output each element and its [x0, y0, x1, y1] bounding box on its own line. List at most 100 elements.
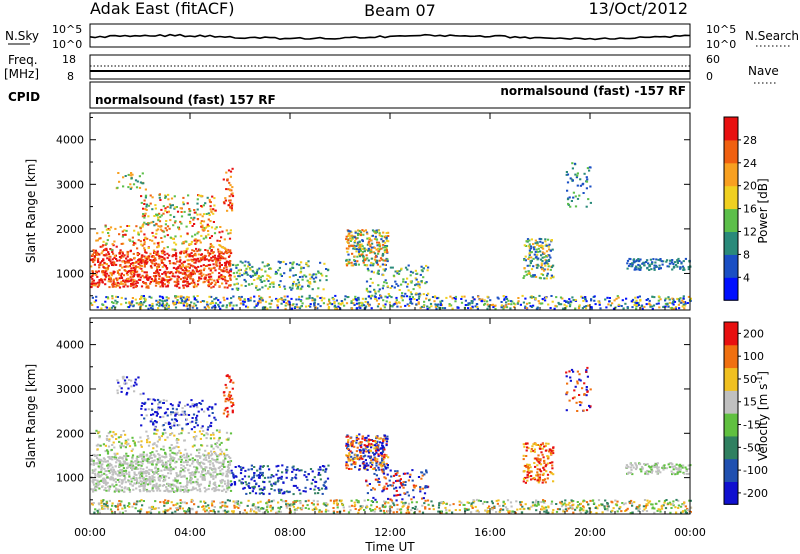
power-cell	[288, 276, 291, 279]
power-cell	[112, 244, 115, 247]
power-cell	[109, 255, 112, 258]
velocity-cell	[371, 464, 374, 467]
power-cell	[428, 306, 431, 309]
power-cell	[645, 259, 649, 262]
velocity-cell	[358, 449, 361, 452]
power-cell	[311, 299, 314, 302]
power-cell	[278, 286, 281, 288]
velocity-cell	[402, 481, 405, 484]
power-cell	[136, 180, 139, 183]
power-colorbar-tick: 16	[743, 203, 757, 216]
power-cell	[239, 302, 242, 305]
power-cell	[135, 186, 139, 189]
velocity-cell	[190, 472, 193, 475]
velocity-cell	[125, 472, 128, 475]
power-cell	[186, 232, 189, 235]
power-cell	[223, 238, 226, 241]
power-cell	[360, 301, 363, 304]
power-cell	[197, 270, 200, 273]
power-cell	[309, 282, 312, 285]
power-cell	[569, 177, 572, 180]
power-cell	[630, 265, 633, 268]
power-cell	[492, 306, 495, 309]
power-cell	[542, 247, 545, 250]
power-cell	[611, 302, 614, 305]
power-cell	[367, 269, 370, 272]
velocity-cell	[209, 467, 212, 470]
power-cell	[176, 278, 179, 281]
power-cell	[302, 266, 305, 269]
power-cell	[544, 261, 547, 264]
velocity-cell	[157, 398, 160, 401]
power-cell	[139, 305, 142, 308]
power-cell	[664, 302, 667, 305]
velocity-cell	[95, 457, 99, 459]
power-cell	[551, 248, 554, 251]
power-cell	[138, 261, 141, 263]
power-cell	[91, 270, 94, 273]
nsearch-tick-top: 10^5	[706, 23, 736, 36]
power-cell	[91, 274, 94, 277]
power-cell	[143, 233, 146, 236]
velocity-cell	[108, 488, 111, 490]
power-cell	[195, 270, 198, 273]
velocity-cell	[259, 465, 262, 468]
velocity-cell	[346, 443, 349, 446]
power-cell	[182, 201, 185, 204]
velocity-cell	[120, 434, 123, 436]
velocity-cell	[273, 489, 276, 492]
velocity-cell	[345, 464, 348, 467]
power-cell	[647, 262, 650, 265]
power-cell	[124, 175, 127, 177]
velocity-cell	[250, 468, 253, 471]
velocity-cell	[144, 401, 147, 404]
velocity-cell	[119, 446, 122, 449]
velocity-cell	[365, 462, 368, 465]
velocity-cell	[175, 445, 178, 448]
power-cell	[143, 243, 146, 246]
power-cell	[366, 232, 369, 235]
velocity-cell	[99, 480, 102, 483]
velocity-cell	[169, 462, 172, 465]
velocity-cell	[165, 463, 168, 466]
velocity-cell	[375, 451, 378, 454]
power-cell	[143, 265, 146, 268]
power-cell	[255, 303, 258, 306]
velocity-cell	[103, 472, 106, 475]
power-cell	[538, 294, 541, 297]
power-cell	[137, 263, 140, 265]
power-cell	[500, 301, 503, 303]
velocity-cell	[227, 485, 230, 488]
power-cell	[190, 252, 193, 255]
power-cell	[667, 265, 671, 268]
power-cell	[143, 214, 146, 217]
power-cell	[421, 270, 424, 273]
velocity-cell	[224, 475, 228, 478]
power-cell	[377, 241, 381, 244]
power-cell	[182, 302, 185, 305]
velocity-cell	[177, 458, 180, 461]
power-cell	[231, 186, 234, 189]
velocity-cell	[200, 408, 203, 411]
power-cell	[320, 296, 323, 299]
power-cell	[390, 304, 393, 307]
power-cell	[145, 275, 148, 278]
velocity-cell	[123, 461, 127, 463]
power-cell	[146, 260, 149, 263]
power-cell	[651, 307, 654, 310]
velocity-cell	[202, 475, 205, 478]
power-cell	[119, 250, 122, 253]
power-cell	[287, 303, 290, 306]
velocity-cell	[229, 457, 232, 460]
velocity-cell	[95, 444, 98, 447]
power-cell	[275, 272, 278, 275]
power-cell	[369, 297, 372, 300]
nsky-label: N.Sky	[5, 29, 39, 43]
velocity-cell	[370, 488, 373, 491]
power-cell	[321, 274, 324, 277]
power-cell	[481, 298, 484, 301]
velocity-cell	[224, 457, 227, 460]
velocity-cell	[157, 476, 160, 479]
velocity-cell	[152, 453, 156, 456]
power-cell	[188, 282, 191, 285]
